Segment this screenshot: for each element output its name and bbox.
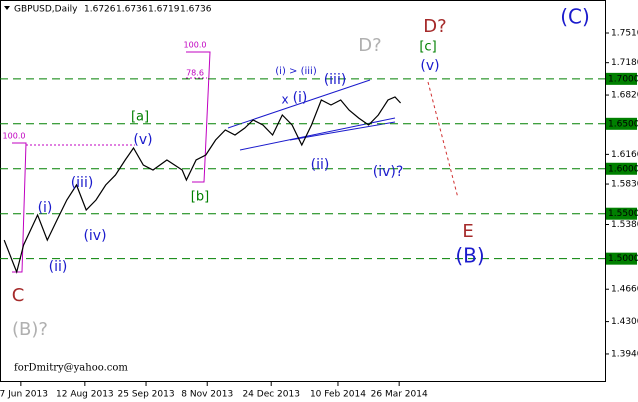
level-label: 1.5500 xyxy=(608,209,638,219)
wave-label: (i) xyxy=(38,200,53,216)
ohlc-open: 1.6726 xyxy=(84,5,116,15)
y-tick-label: 1.4300 xyxy=(611,317,638,327)
wave-label: (ii) xyxy=(311,157,330,173)
wave-label: (B) xyxy=(455,244,484,268)
wave-label: (iii) xyxy=(71,175,94,191)
level-label: 1.5000 xyxy=(608,254,638,264)
price-line xyxy=(3,96,402,274)
ohlc-low: 1.6719 xyxy=(148,5,180,15)
projection-line xyxy=(427,81,459,199)
wave-label: [a] xyxy=(131,110,149,125)
x-tick-label: 12 Aug 2013 xyxy=(56,390,114,400)
y-tick-label: 1.4660 xyxy=(611,285,638,295)
wave-label: [c] xyxy=(419,40,436,55)
x-tick-label: 10 Feb 2014 xyxy=(310,390,366,400)
ohlc-high: 1.6736 xyxy=(116,5,148,15)
wave-label: (iv)? xyxy=(373,164,404,180)
y-tick-label: 1.7180 xyxy=(611,58,638,68)
wave-label: (v) xyxy=(420,58,439,74)
fib-line xyxy=(186,51,211,183)
x-tick-label: 27 Jun 2013 xyxy=(0,390,48,400)
wave-label: (B)? xyxy=(12,319,48,340)
wave-label: (C) xyxy=(560,5,590,29)
level-label: 1.6000 xyxy=(608,164,638,174)
y-tick-label: 1.3940 xyxy=(611,349,638,359)
wave-label: [b] xyxy=(191,190,209,205)
symbol: GBPUSD,Daily xyxy=(14,5,78,15)
wave-label: (ii) xyxy=(49,259,68,275)
x-tick-label: 26 Mar 2014 xyxy=(371,390,428,400)
x-tick-label: 8 Nov 2013 xyxy=(181,390,233,400)
level-box xyxy=(606,117,637,130)
wave-label: 78.6 xyxy=(186,69,204,78)
wave-label: 100.0 xyxy=(184,41,207,50)
wave-label: D? xyxy=(358,35,381,56)
level-box xyxy=(606,162,637,175)
y-tick-label: 1.7510 xyxy=(611,29,638,39)
level-box xyxy=(606,72,637,85)
level-box xyxy=(606,252,637,265)
header-icon xyxy=(4,6,10,10)
y-tick-label: 1.5830 xyxy=(611,180,638,190)
plot-frame xyxy=(0,0,606,382)
wave-label: (i) xyxy=(293,90,308,106)
wave-label: (i) > (iii) xyxy=(275,66,317,77)
wave-label: C xyxy=(12,285,25,306)
channel-line xyxy=(289,121,396,141)
level-box xyxy=(606,207,637,220)
header: GBPUSD,Daily 1.6726 1.6736 1.6719 1.6736 xyxy=(4,5,212,15)
channel-line xyxy=(227,79,371,129)
level-label: 1.7000 xyxy=(608,74,638,84)
x-tick-label: 24 Dec 2013 xyxy=(242,390,300,400)
wave-label: E xyxy=(462,221,473,242)
y-tick-label: 1.6820 xyxy=(611,91,638,101)
x-tick-label: 25 Sep 2013 xyxy=(118,390,175,400)
wave-label: D? xyxy=(423,16,446,37)
wave-label: (iii) xyxy=(324,72,347,88)
wave-label: (iv) xyxy=(83,228,106,244)
watermark: forDmitry@yahoo.com xyxy=(14,363,128,374)
ohlc-close: 1.6736 xyxy=(180,5,212,15)
wave-label: (v) xyxy=(133,132,152,148)
y-tick-label: 1.5380 xyxy=(611,220,638,230)
level-label: 1.6500 xyxy=(608,119,638,129)
y-tick-label: 1.6160 xyxy=(611,150,638,160)
wave-label: 100.0 xyxy=(3,132,26,141)
wave-label: x xyxy=(281,93,288,107)
